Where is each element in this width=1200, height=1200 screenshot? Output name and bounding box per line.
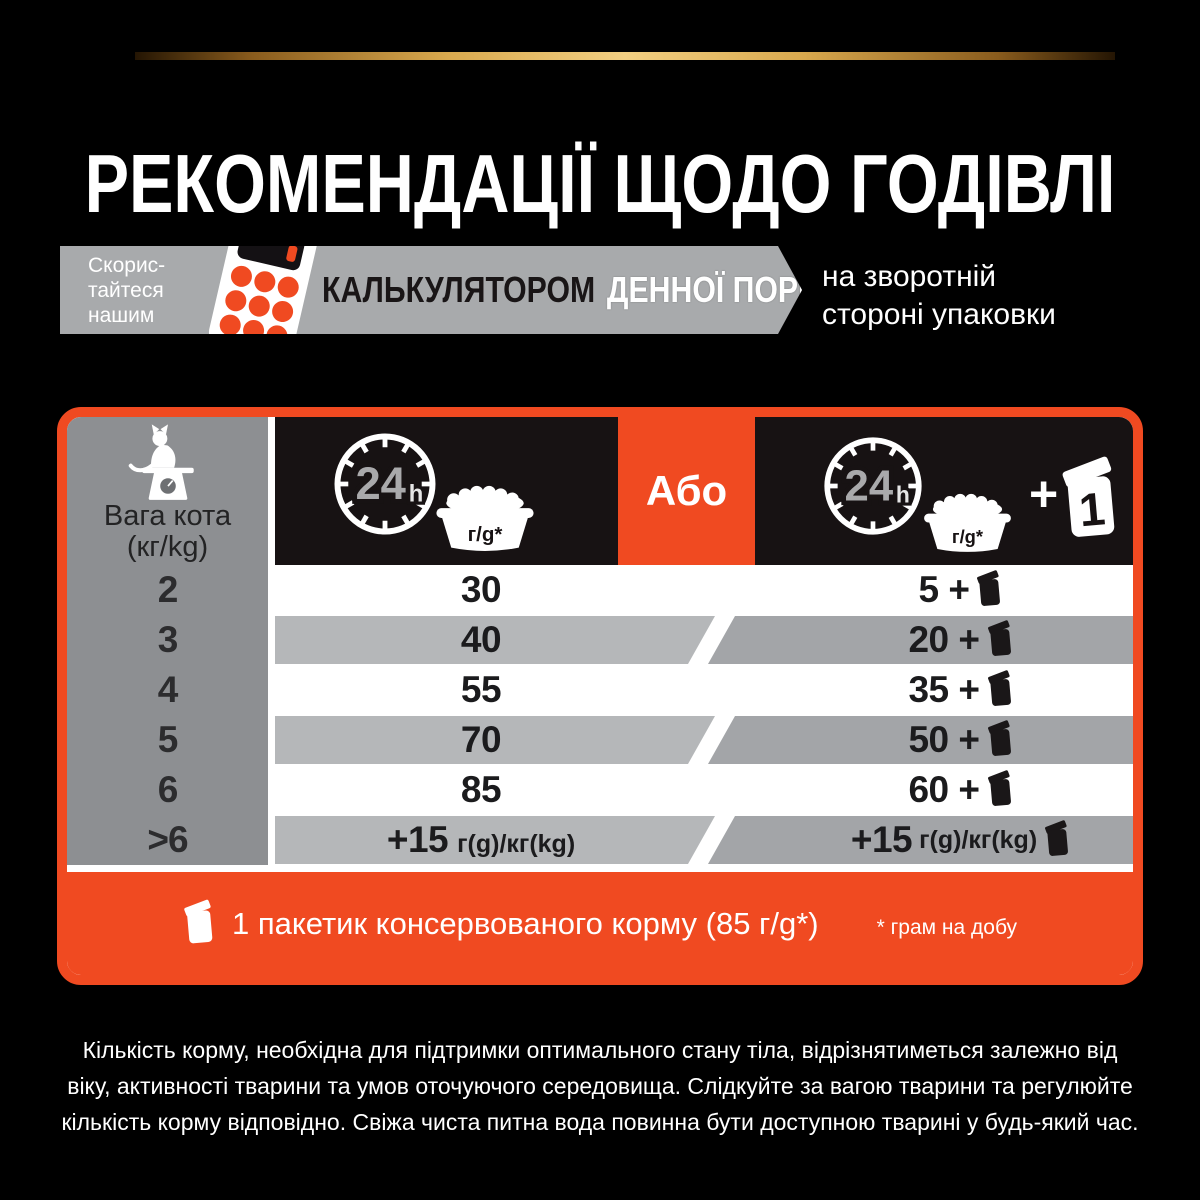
weight-column-label: Вага кота (кг/kg) [103, 500, 232, 563]
weight-column-header: Вага кота (кг/kg) [67, 417, 268, 865]
dry-amount: 70 [460, 719, 502, 760]
sachet-icon [987, 718, 1014, 759]
table-row: >6 +15 г(g)/кг(kg) +15 г(g)/кг(kg) [67, 815, 1133, 865]
dry-amount: +15 г(g)/кг(kg) [386, 819, 576, 860]
calculator-banner: Скорис- тайтеся нашим КАЛЬКУЛЯТОРОМ ДЕНН… [60, 246, 802, 334]
svg-text:г/g*: г/g* [952, 526, 984, 547]
wet-amount: 5 + [755, 565, 1133, 615]
calculator-indicator [285, 246, 299, 263]
clock-24h-icon: 24 h [334, 433, 436, 535]
sachet-note: 1 пакетик консервованого корму (85 г/g*) [231, 905, 819, 941]
dry-amount: 30 [460, 569, 502, 610]
dry-amount: 40 [460, 619, 502, 660]
svg-text:24: 24 [845, 462, 894, 511]
calculator-screen [236, 246, 306, 272]
feeding-table: Вага кота (кг/kg) 24 h [57, 407, 1143, 985]
sachet-icon [183, 897, 216, 947]
disclaimer-text: Кількість корму, необхідна для підтримки… [61, 1037, 1139, 1135]
dry-amount: 85 [460, 769, 502, 810]
sachet-1-icon: 1 [1062, 456, 1115, 537]
plus-sign: + [1029, 466, 1059, 522]
table-rows: 2 30 5 + 3 40 20 + 4 55 [67, 565, 1133, 865]
page-title: РЕКОМЕНДАЦІЇ ЩОДО ГОДІВЛІ [84, 136, 1116, 230]
table-row: 4 55 35 + [67, 665, 1133, 715]
cat-on-scale-icon [128, 424, 194, 500]
svg-text:г/g*: г/g* [468, 523, 503, 546]
mixed-food-header: 24 h г/g* + 1 [755, 417, 1133, 565]
table-row: 2 30 5 + [67, 565, 1133, 615]
wet-amount: 60 + [755, 765, 1133, 815]
calculator-keys [217, 263, 301, 334]
banner-location-text: на зворотній стороні упаковки [822, 260, 1056, 331]
calculator-word: КАЛЬКУЛЯТОРОМ [322, 269, 596, 310]
or-cell: Або [618, 417, 755, 565]
portion-word: ДЕННОЇ ПОРЦІЇ [606, 269, 837, 310]
daily-note: * грам на добу [876, 915, 1018, 939]
banner-labels: КАЛЬКУЛЯТОРОМ ДЕННОЇ ПОРЦІЇ [322, 246, 837, 334]
sachet-icon [987, 618, 1014, 659]
banner-prefix-text: Скорис- тайтеся нашим [88, 254, 166, 327]
gold-divider [135, 52, 1115, 60]
table-row: 3 40 20 + [67, 615, 1133, 665]
wet-amount: 20 + [755, 615, 1133, 665]
sachet-icon [987, 668, 1014, 709]
food-bowl-icon: г/g* [924, 493, 1011, 552]
svg-text:24: 24 [355, 458, 405, 509]
table-row: 5 70 50 + [67, 715, 1133, 765]
calculator-icon [206, 246, 320, 334]
clock-24h-icon: 24 h [824, 437, 922, 535]
svg-text:1: 1 [1077, 482, 1107, 536]
table-footer: 1 пакетик консервованого корму (85 г/g*)… [67, 872, 1133, 975]
wet-amount: 50 + [755, 715, 1133, 765]
svg-text:h: h [896, 482, 910, 508]
wet-amount: 35 + [755, 665, 1133, 715]
svg-text:h: h [409, 480, 424, 507]
dry-food-header: 24 h г/g* [275, 417, 618, 565]
sachet-icon [1044, 818, 1071, 859]
wet-amount: +15 г(g)/кг(kg) [755, 815, 1133, 865]
sachet-icon [987, 768, 1014, 809]
food-bowl-icon: г/g* [436, 485, 534, 551]
sachet-icon [976, 568, 1003, 609]
dry-amount: 55 [460, 669, 502, 710]
table-row: 6 85 60 + [67, 765, 1133, 815]
